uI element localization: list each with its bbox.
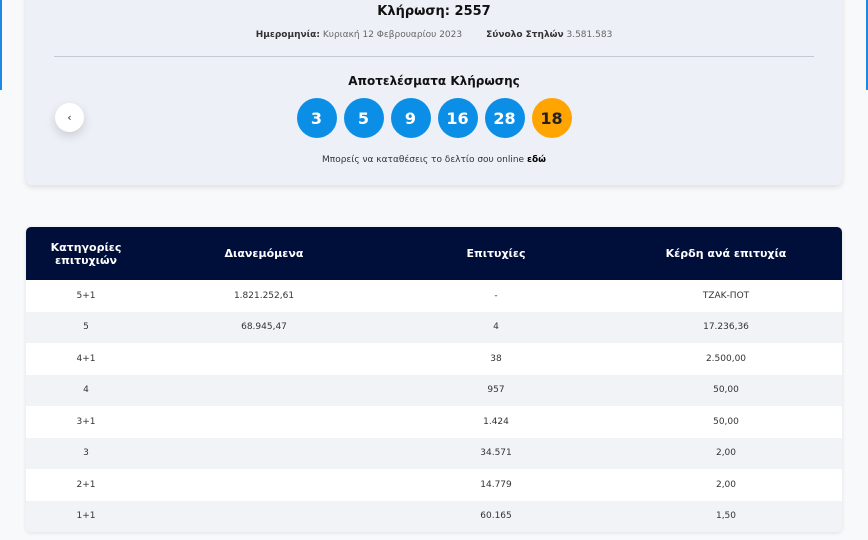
table-cell: 50,00	[713, 385, 739, 396]
table-cell: 2+1	[76, 479, 96, 490]
results-title: Αποτελέσματα Κλήρωσης	[348, 74, 520, 88]
table-cell: 17.236,36	[703, 322, 749, 333]
draw-title: Κλήρωση: 2557	[377, 4, 491, 19]
table-row: 1+1 60.165 1,50	[26, 500, 842, 532]
columns-value: 3.581.583	[566, 30, 613, 40]
header-categories: Κατηγορίες επιτυχιών	[50, 240, 122, 267]
date-label: Ημερομηνία:	[255, 30, 320, 40]
joker-ball: 18	[531, 98, 572, 138]
table-cell: 2,00	[715, 479, 737, 490]
table-cell: 4+1	[76, 353, 96, 364]
right-edge	[866, 0, 868, 90]
table-cell: 957	[487, 385, 505, 396]
number-ball: 5	[343, 98, 384, 138]
previous-draw-button[interactable]: ‹	[55, 103, 84, 132]
table-cell: 60.165	[480, 511, 512, 522]
table-row: 3 34.571 2,00	[26, 437, 842, 469]
draw-meta: Ημερομηνία: Κυριακή 12 Φεβρουαρίου 2023 Σ…	[26, 30, 842, 40]
date-value: Κυριακή 12 Φεβρουαρίου 2023	[322, 30, 463, 40]
table-cell: 5+1	[76, 290, 96, 301]
table-cell: 1,50	[715, 511, 737, 522]
table-header: Κατηγορίες επιτυχιών Διανεμόμενα Επιτυχί…	[26, 227, 842, 280]
table-row: 4+1 38 2.500,00	[26, 343, 842, 375]
table-cell: 38	[490, 353, 502, 364]
table-cell: 3+1	[76, 416, 96, 427]
table-cell: 1.424	[483, 416, 509, 427]
table-cell: 3	[83, 448, 89, 459]
here-link[interactable]: εδώ	[526, 155, 546, 165]
left-edge	[0, 0, 2, 90]
columns-label: Σύνολο Στηλών	[486, 30, 564, 40]
table-cell: 1+1	[76, 511, 96, 522]
table-row: 3+1 1.424 50,00	[26, 406, 842, 438]
table-row: 2+1 14.779 2,00	[26, 469, 842, 501]
table-row: 4 957 50,00	[26, 374, 842, 406]
table-cell: -	[494, 290, 498, 301]
table-row: 5+1 1.821.252,61 - ΤΖΑΚ-ΠΟΤ	[26, 280, 842, 312]
table-cell: 50,00	[713, 416, 739, 427]
number-ball: 28	[484, 98, 525, 138]
table-cell: 5	[83, 322, 89, 333]
note-text: Μπορείς να καταθέσεις το δελτίο σου onli…	[322, 155, 525, 165]
prize-table: Κατηγορίες επιτυχιών Διανεμόμενα Επιτυχί…	[26, 227, 842, 532]
table-cell: 14.779	[480, 479, 512, 490]
number-ball: 9	[390, 98, 431, 138]
header-distributed: Διανεμόμενα	[224, 247, 304, 260]
table-row: 5 68.945,47 4 17.236,36	[26, 311, 842, 343]
header-winners: Επιτυχίες	[466, 247, 526, 260]
divider	[54, 56, 814, 57]
header-prize: Κέρδη ανά επιτυχία	[665, 247, 787, 260]
table-cell: 34.571	[480, 448, 512, 459]
number-ball: 16	[437, 98, 478, 138]
draw-card: Κλήρωση: 2557 Ημερομηνία: Κυριακή 12 Φεβ…	[26, 0, 842, 185]
table-cell: ΤΖΑΚ-ΠΟΤ	[702, 290, 750, 301]
table-cell: 4	[493, 322, 499, 333]
result-balls: 3 5 9 16 28 18	[26, 98, 842, 138]
table-body: 5+1 1.821.252,61 - ΤΖΑΚ-ΠΟΤ 5 68.945,47 4 17.23…	[26, 280, 842, 532]
table-cell: 1.821.252,61	[233, 290, 295, 301]
table-cell: 2,00	[715, 448, 737, 459]
table-cell: 4	[83, 385, 89, 396]
table-cell: 68.945,47	[241, 322, 287, 333]
online-note: Μπορείς να καταθέσεις το δελτίο σου onli…	[26, 155, 842, 165]
chevron-left-icon: ‹	[67, 111, 72, 124]
table-cell: 2.500,00	[705, 353, 747, 364]
number-ball: 3	[296, 98, 337, 138]
